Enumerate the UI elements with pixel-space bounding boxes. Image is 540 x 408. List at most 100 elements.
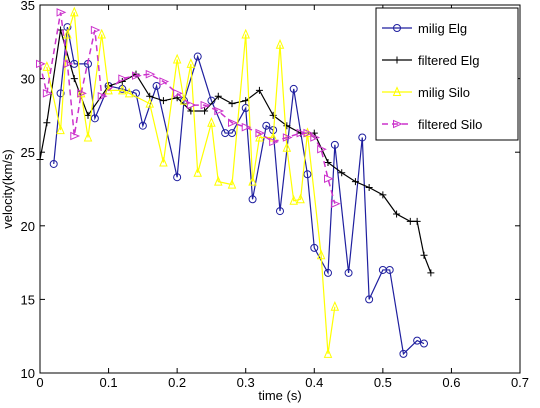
marker bbox=[420, 251, 428, 259]
marker bbox=[214, 106, 225, 116]
marker bbox=[56, 89, 65, 98]
marker bbox=[310, 243, 319, 252]
marker bbox=[187, 107, 195, 115]
marker bbox=[303, 170, 312, 179]
series-line bbox=[46, 12, 336, 354]
marker bbox=[248, 175, 257, 186]
marker bbox=[283, 122, 291, 130]
marker bbox=[282, 133, 293, 142]
marker bbox=[269, 137, 279, 147]
marker bbox=[214, 92, 222, 100]
marker bbox=[255, 131, 264, 142]
marker bbox=[406, 217, 414, 225]
marker bbox=[70, 6, 79, 17]
marker bbox=[393, 210, 401, 218]
x-tick-label: 0.2 bbox=[168, 375, 186, 390]
marker bbox=[310, 133, 321, 142]
marker bbox=[385, 265, 394, 274]
marker bbox=[275, 38, 285, 49]
marker bbox=[228, 129, 236, 138]
marker bbox=[413, 217, 421, 225]
y-tick-label: 35 bbox=[21, 0, 35, 13]
marker bbox=[228, 100, 236, 108]
marker bbox=[104, 84, 113, 95]
marker bbox=[324, 174, 334, 183]
y-tick-label: 25 bbox=[21, 145, 35, 160]
marker bbox=[193, 167, 202, 177]
marker bbox=[316, 249, 326, 260]
y-tick-label: 30 bbox=[21, 72, 35, 87]
x-tick-label: 0.3 bbox=[237, 375, 255, 390]
marker bbox=[317, 144, 327, 154]
marker bbox=[172, 53, 182, 64]
marker bbox=[207, 117, 216, 127]
marker bbox=[159, 156, 168, 167]
marker bbox=[56, 8, 67, 17]
y-tick-label: 10 bbox=[21, 366, 35, 381]
marker bbox=[193, 52, 202, 61]
marker bbox=[36, 156, 44, 164]
marker bbox=[241, 122, 252, 132]
marker bbox=[124, 87, 134, 98]
marker bbox=[132, 71, 142, 80]
marker bbox=[344, 268, 353, 277]
marker bbox=[118, 74, 129, 83]
marker bbox=[159, 97, 167, 105]
legend-marker bbox=[393, 119, 403, 129]
marker bbox=[42, 61, 52, 71]
marker bbox=[269, 111, 277, 119]
legend-marker bbox=[393, 24, 401, 32]
marker bbox=[248, 195, 257, 204]
marker bbox=[56, 124, 65, 135]
marker bbox=[70, 75, 78, 83]
marker bbox=[268, 131, 278, 142]
legend-label: milig Silo bbox=[418, 85, 470, 100]
marker bbox=[365, 184, 373, 192]
x-tick-label: 0.5 bbox=[374, 375, 392, 390]
marker bbox=[138, 121, 147, 130]
x-tick-label: 0.4 bbox=[305, 375, 323, 390]
marker bbox=[118, 84, 127, 95]
marker bbox=[351, 178, 359, 186]
marker bbox=[289, 84, 298, 93]
marker bbox=[173, 173, 182, 182]
marker bbox=[200, 100, 211, 110]
marker bbox=[63, 28, 72, 39]
marker bbox=[242, 97, 250, 105]
marker bbox=[145, 69, 156, 79]
marker bbox=[159, 77, 170, 86]
marker bbox=[289, 195, 298, 205]
marker bbox=[77, 89, 87, 98]
legend-marker bbox=[393, 56, 401, 64]
marker bbox=[63, 59, 74, 69]
marker bbox=[97, 28, 106, 39]
legend-label: filtered Elg bbox=[418, 53, 479, 68]
marker bbox=[145, 97, 154, 108]
x-axis-label: time (s) bbox=[258, 388, 301, 403]
marker bbox=[255, 86, 263, 94]
marker bbox=[262, 121, 271, 130]
y-tick-label: 15 bbox=[21, 292, 35, 307]
marker bbox=[76, 87, 86, 98]
marker bbox=[173, 89, 183, 98]
y-axis-label: velocity(km/s) bbox=[0, 149, 15, 228]
marker bbox=[84, 111, 92, 119]
marker bbox=[276, 207, 284, 216]
legend-label: milig Elg bbox=[418, 21, 467, 36]
marker bbox=[420, 339, 428, 348]
marker bbox=[296, 128, 307, 138]
legend-marker bbox=[392, 86, 402, 96]
marker bbox=[201, 107, 209, 115]
marker bbox=[323, 348, 333, 358]
marker bbox=[42, 89, 53, 98]
x-tick-label: 0.6 bbox=[442, 375, 460, 390]
x-tick-label: 0.1 bbox=[100, 375, 118, 390]
marker bbox=[36, 59, 46, 69]
marker bbox=[255, 128, 266, 138]
marker bbox=[186, 100, 197, 110]
marker bbox=[330, 140, 339, 149]
marker bbox=[296, 193, 305, 204]
marker bbox=[282, 142, 292, 152]
marker bbox=[338, 169, 346, 177]
